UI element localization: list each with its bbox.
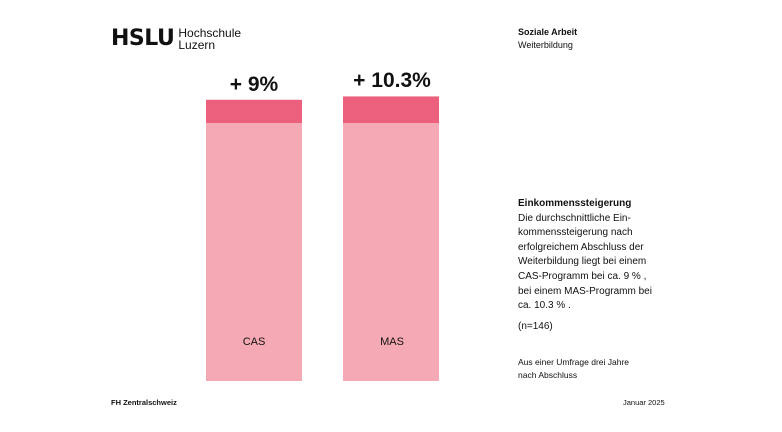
info-line: kommenssteigerung nach (518, 227, 633, 239)
info-block: Einkommenssteigerung Die durchschnittlic… (518, 197, 678, 314)
bar-base-mas (343, 123, 439, 381)
bar-increase-cas (206, 99, 302, 123)
info-line: Die durchschnittliche Ein- (518, 212, 631, 224)
info-line: erfolgreichem Abschluss der (518, 241, 644, 253)
department-subtitle: Weiterbildung (518, 40, 573, 50)
info-line: Weiterbildung liegt bei einem (518, 256, 647, 268)
bar-increase-mas (343, 96, 439, 123)
bar-base-cas (206, 123, 302, 381)
department-block: Soziale Arbeit Weiterbildung (518, 26, 577, 52)
footer-date: Januar 2025 (623, 398, 665, 407)
info-line: CAS-Programm bei ca. 9 % , (518, 270, 647, 282)
info-title: Einkommenssteigerung (518, 198, 632, 209)
survey-line-1: Aus einer Umfrage drei Jahre (518, 357, 630, 367)
category-label-mas: MAS (380, 336, 404, 348)
info-line: ca. 10.3 % . (518, 300, 571, 312)
survey-line-2: nach Abschluss (518, 370, 578, 380)
survey-note: Aus einer Umfrage drei Jahre nach Abschl… (518, 356, 668, 382)
logo-subtitle: Hochschule Luzern (178, 27, 241, 51)
logo-line-1: Hochschule (178, 26, 242, 40)
value-label-mas: + 10.3% (353, 69, 431, 92)
hslu-logo: HSLU Hochschule Luzern (111, 27, 241, 51)
logo-wordmark: HSLU (111, 26, 175, 51)
info-line: bei einem MAS-Programm bei (518, 285, 652, 297)
footer-organization: FH Zentralschweiz (111, 398, 177, 407)
category-label-cas: CAS (242, 336, 266, 348)
department-title: Soziale Arbeit (518, 27, 578, 37)
value-label-cas: + 9% (229, 73, 279, 96)
logo-line-2: Luzern (178, 38, 216, 52)
sample-size: (n=146) (518, 321, 553, 332)
